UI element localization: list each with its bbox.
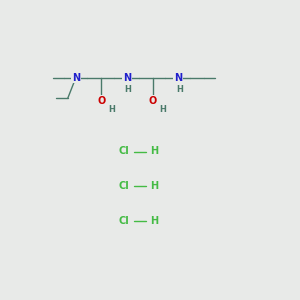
Text: Cl: Cl [118, 146, 129, 157]
Text: Cl: Cl [118, 216, 129, 226]
Text: N: N [72, 73, 80, 82]
Text: H: H [150, 181, 158, 191]
Text: Cl: Cl [118, 181, 129, 191]
Text: H: H [150, 216, 158, 226]
Text: H: H [159, 105, 166, 114]
Text: N: N [174, 73, 182, 82]
Text: O: O [148, 96, 157, 106]
Text: H: H [108, 105, 115, 114]
Text: H: H [125, 85, 132, 94]
Text: N: N [123, 73, 131, 82]
Text: H: H [150, 146, 158, 157]
Text: O: O [97, 96, 106, 106]
Text: H: H [176, 85, 183, 94]
